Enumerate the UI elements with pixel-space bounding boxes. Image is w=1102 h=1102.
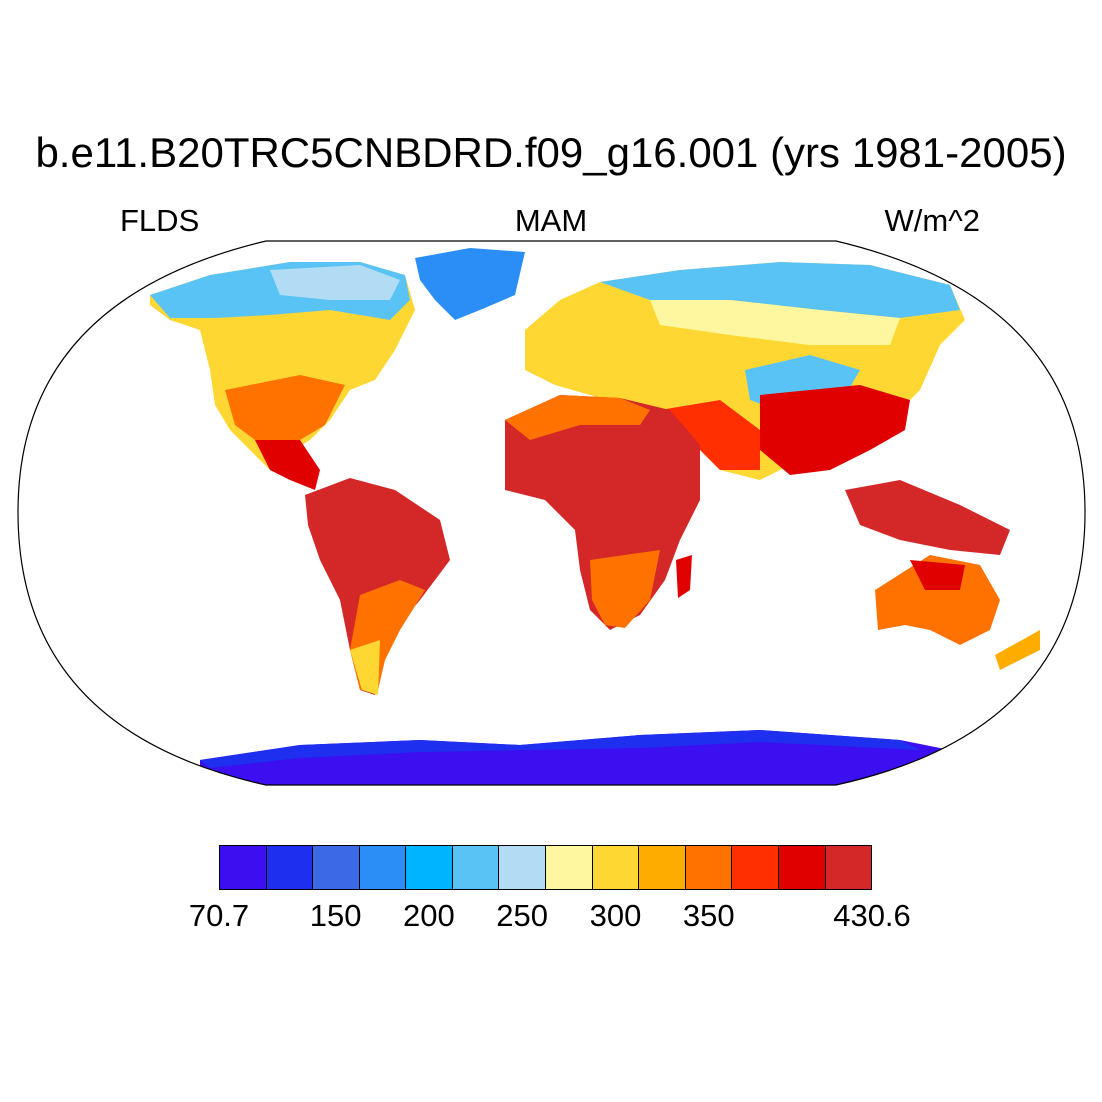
- colorbar-box: [220, 846, 267, 889]
- colorbar-tick-label: 200: [403, 898, 455, 933]
- colorbar-tick-label: 350: [682, 898, 735, 933]
- units-label: W/m^2: [884, 203, 980, 238]
- colorbar-tick-label: 150: [309, 898, 362, 933]
- colorbar-box: [825, 846, 872, 889]
- colorbar-tick-label: 70.7: [188, 898, 250, 933]
- colorbar-tick-label: 300: [589, 898, 642, 933]
- season-label: MAM: [514, 203, 588, 238]
- colorbar-box: [359, 846, 407, 889]
- colorbar-box: [313, 846, 360, 889]
- southeast-asia-region: [845, 480, 1010, 555]
- colorbar-box: [452, 846, 500, 889]
- colorbar-box: [266, 846, 314, 889]
- colorbar-box: [499, 846, 547, 889]
- colorbar-box: [592, 846, 640, 889]
- australia-region: [875, 555, 1000, 645]
- colorbar-box: [685, 846, 733, 889]
- colorbar-box: [546, 846, 593, 889]
- colorbar-box: [639, 846, 686, 889]
- map-border: [17, 240, 1086, 786]
- colorbar-box: [406, 846, 453, 889]
- greenland-region: [415, 248, 525, 320]
- colorbar-tick-label: 250: [496, 898, 549, 933]
- map-title: b.e11.B20TRC5CNBDRD.f09_g16.001 (yrs 198…: [35, 129, 1067, 176]
- colorbar-tick-label: 430.6: [833, 898, 911, 933]
- variable-label: FLDS: [120, 203, 200, 238]
- colorbar-box: [732, 846, 779, 889]
- colorbar-box: [778, 846, 826, 889]
- colorbar: [219, 845, 872, 890]
- south-america-region: [305, 478, 450, 695]
